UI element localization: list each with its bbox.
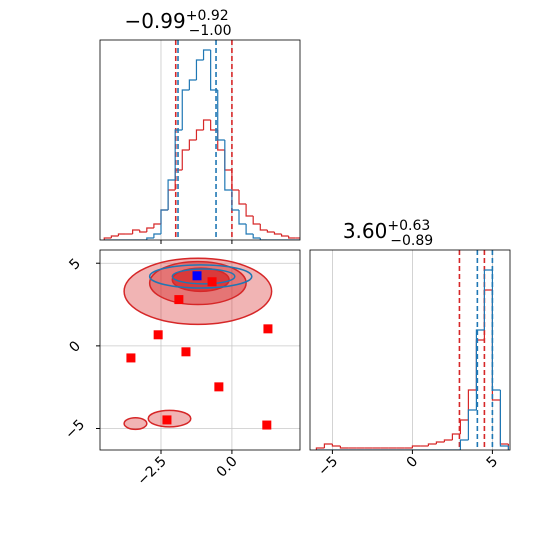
y-tick-label: 5 [66,256,84,274]
hist-step [245,224,254,235]
hist-step [146,237,154,240]
hist-step [195,59,204,80]
hist-step [259,238,268,240]
hist-step [139,230,147,233]
hist-step [153,233,161,238]
hist-step [217,90,225,141]
contour-level [171,268,236,285]
hist-step [467,389,477,420]
hist-step [491,270,501,391]
sample-point [181,347,191,357]
y-tick-label: −5 [62,417,88,443]
hist-step [266,230,275,233]
hist-step [181,89,190,130]
hist-step [231,170,240,191]
title-lower: −0.89 [390,233,433,249]
hist-step [443,439,453,442]
hist-step [273,232,282,235]
hist-step [160,209,169,234]
hist-step [224,150,232,171]
hist-step [195,129,204,140]
sample-point [207,277,217,287]
hist-step [491,290,501,401]
hist-step [238,210,247,225]
hist-step [231,190,240,211]
hist-step [331,444,341,447]
hist-step [435,441,445,444]
x-tick-label: 0.0 [214,454,241,481]
panel-title: −0.99+0.92 −1.00 [124,8,231,39]
contour-level [148,264,253,289]
hist-step [167,179,176,210]
x-tick-label: −5 [315,454,341,480]
hist-step [167,189,176,210]
hist-step [411,445,421,448]
hist-step [160,209,169,224]
hist-step [451,433,461,440]
contour-level [123,417,148,431]
title-upper: +0.63 [387,218,430,234]
panel [103,40,300,240]
hist-step [252,216,261,225]
panel-title: 3.60+0.63 −0.89 [343,218,433,249]
hist-step [188,79,197,90]
truth-point [192,271,202,281]
hist-step [224,140,232,191]
hist-step [132,229,140,234]
x-tick-label: 5 [484,454,502,472]
hist-step [238,190,247,205]
hist-step [499,400,509,445]
hist-step [459,439,469,450]
hist-step [202,49,211,60]
x-tick-label: −2.5 [134,454,169,489]
hist-step [499,390,509,447]
panel-frame [309,249,511,451]
panel [100,250,300,450]
hist-step [483,289,493,340]
sample-point [174,295,184,305]
hist-step [315,447,325,450]
sample-point [214,382,224,392]
hist-step [174,129,183,180]
hist-step [103,237,112,240]
title-value: −0.99 [124,9,185,33]
hist-step [181,149,190,170]
hist-step [427,443,437,446]
hist-step [259,224,268,231]
sample-point [263,324,273,334]
hist-step [475,329,485,410]
sample-point [126,353,136,363]
sample-point [162,415,172,425]
panel [315,250,509,450]
sample-point [262,420,272,430]
title-value: 3.60 [343,219,388,243]
hist-step [110,235,119,238]
hist-step [339,446,349,449]
hist-step [146,227,154,232]
hist-step [323,443,333,448]
panel-frame [99,249,301,451]
hist-step [280,234,289,237]
hist-step [252,234,261,239]
hist-step [188,139,197,150]
y-tick-label: 0 [66,338,84,356]
hist-step [459,419,469,434]
hist-step [117,233,126,236]
title-lower: −1.00 [189,23,232,39]
panel-frame [99,39,301,241]
sample-point [153,330,163,340]
hist-step [245,204,254,217]
hist-step [202,119,211,130]
title-upper: +0.92 [186,8,229,24]
hist-step [288,236,296,239]
x-tick-label: 0 [404,454,422,472]
hist-step [153,223,161,228]
hist-step [483,269,493,330]
hist-step [467,409,477,440]
